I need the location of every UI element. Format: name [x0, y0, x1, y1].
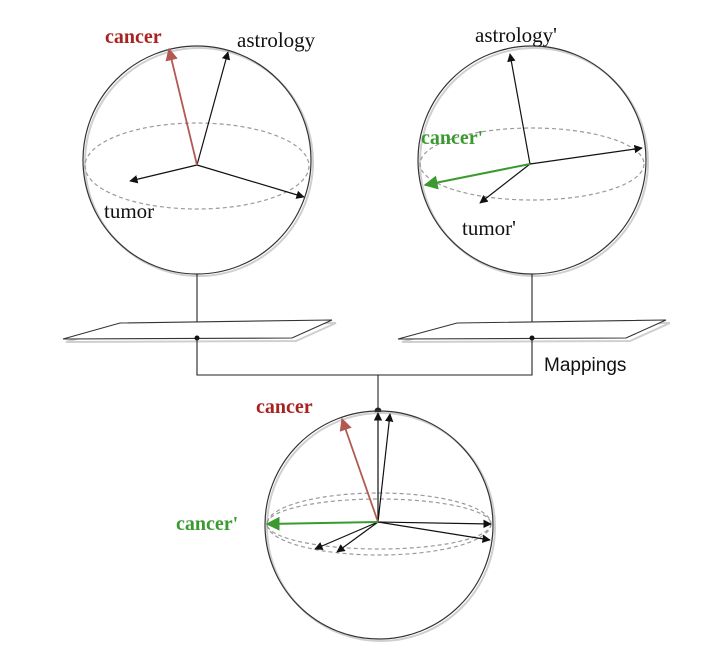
mapping-connectors: Mappings: [62, 274, 671, 415]
left-sphere-equator: [84, 122, 310, 210]
left-astrology-vector: [196, 51, 231, 166]
right-tumor-vector: [479, 163, 531, 204]
left-tumor-label: tumor: [104, 199, 154, 223]
right-sphere-shadow: [419, 47, 649, 277]
left-sphere: cancer astrology tumor: [82, 26, 316, 277]
left-tumor-vector: [129, 164, 198, 184]
bottom-down-vector-1: [314, 521, 379, 550]
right-astrology-vector: [507, 53, 531, 165]
mapping-connector-line: [196, 338, 533, 376]
left-cancer-vector: [165, 47, 198, 166]
bottom-cancer-vector: [339, 417, 379, 523]
right-cancer-label: cancer': [421, 127, 483, 149]
left-cancer-label: cancer: [105, 26, 162, 48]
bottom-up-vector-2: [377, 413, 394, 523]
right-tumor-label: tumor': [462, 216, 516, 240]
right-cancer-vector: [423, 163, 531, 190]
right-third-vector: [529, 144, 643, 165]
bottom-right-vector-1: [377, 519, 492, 529]
mappings-label: Mappings: [544, 355, 626, 376]
bottom-sphere: cancer cancer': [176, 396, 496, 642]
right-astrology-label: astrology': [475, 23, 557, 47]
bottom-sphere-outline: [264, 410, 494, 640]
bottom-sphere-shadow: [266, 412, 496, 642]
left-third-vector: [196, 164, 305, 199]
bottom-cancer-prime-label: cancer': [176, 513, 238, 535]
right-sphere: astrology' cancer' tumor': [417, 23, 649, 277]
left-sphere-shadow: [84, 47, 314, 277]
bottom-cancer-prime-vector: [265, 516, 379, 531]
left-sphere-outline: [82, 45, 312, 275]
left-astrology-label: astrology: [237, 28, 316, 52]
bottom-cancer-label: cancer: [256, 396, 313, 418]
bottom-down-vector-2: [336, 521, 379, 553]
right-sphere-outline: [417, 45, 647, 275]
left-plane: [62, 319, 333, 340]
right-plane: [397, 319, 667, 340]
right-sphere-equator: [419, 127, 645, 201]
bottom-right-vector-2: [377, 521, 491, 543]
